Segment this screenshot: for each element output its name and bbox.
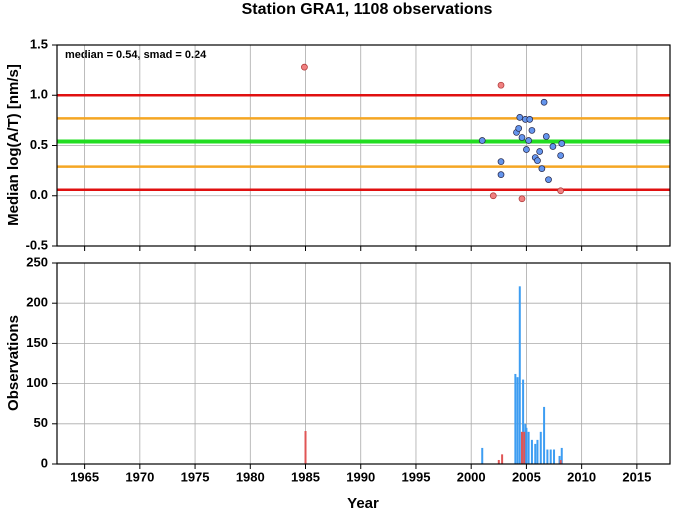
y-tick-label: 150	[26, 335, 48, 350]
y-tick-label: 50	[34, 415, 48, 430]
bar	[520, 431, 523, 464]
x-tick-label: 1990	[346, 469, 375, 484]
y-tick-label: 1.5	[30, 36, 48, 51]
bar	[546, 449, 549, 464]
point	[545, 176, 552, 184]
y-tick-label: 0	[41, 455, 48, 470]
point	[557, 152, 565, 159]
x-tick-label: 2000	[457, 469, 486, 484]
bar	[516, 377, 519, 464]
x-tick-label: 1980	[236, 469, 265, 484]
bar	[527, 431, 530, 464]
x-tick-label: 1985	[291, 469, 320, 484]
point	[525, 137, 532, 144]
x-tick-label: 2015	[622, 469, 651, 484]
chart-title: Station GRA1, 1108 observations	[242, 1, 493, 18]
x-axis-label: Year	[347, 495, 379, 511]
y-tick-label: 0.5	[30, 137, 48, 152]
plot-frame	[56, 262, 671, 465]
bar	[553, 449, 556, 464]
bar	[539, 431, 542, 464]
bar	[523, 431, 526, 464]
y-tick-label: 250	[26, 254, 48, 269]
point	[540, 98, 548, 106]
point	[497, 158, 505, 165]
plot-frame	[56, 44, 671, 247]
x-tick-label: 1970	[125, 469, 154, 484]
bar	[536, 439, 539, 464]
point	[518, 195, 526, 203]
annotation: median = 0.54, smad = 0.24	[65, 49, 207, 61]
bar	[481, 447, 484, 464]
bar	[559, 459, 562, 464]
point	[526, 116, 534, 123]
y-tick-label: -0.5	[26, 237, 48, 252]
point	[536, 148, 544, 155]
point	[301, 63, 308, 71]
bar	[304, 431, 307, 464]
bar	[518, 286, 521, 464]
bar	[525, 427, 528, 464]
bar	[497, 459, 500, 464]
point	[515, 125, 523, 132]
bar	[534, 443, 537, 464]
point	[528, 127, 536, 134]
bar	[560, 447, 563, 464]
y-tick-label: 200	[26, 295, 48, 310]
point	[478, 137, 486, 144]
bar	[522, 379, 525, 464]
x-tick-label: 2010	[567, 469, 596, 484]
bar	[543, 406, 546, 464]
point	[534, 157, 541, 164]
point	[497, 81, 505, 89]
y-axis-label: Median log(A/T) [nm/s]	[5, 64, 22, 226]
bar	[549, 449, 552, 464]
x-tick-label: 1975	[181, 469, 210, 484]
point	[489, 192, 497, 200]
point	[558, 140, 566, 147]
point	[518, 134, 526, 141]
x-tick-label: 1995	[402, 469, 431, 484]
x-tick-label: 1965	[70, 469, 99, 484]
y-tick-label: 1.0	[30, 87, 48, 102]
point	[523, 146, 530, 153]
y-axis-label: Observations	[5, 315, 22, 411]
bar	[514, 373, 517, 464]
y-tick-label: 0.0	[30, 187, 48, 202]
bar	[558, 455, 561, 464]
point	[516, 114, 524, 121]
bar	[501, 454, 504, 464]
bar	[524, 423, 527, 464]
y-tick-label: 100	[26, 375, 48, 390]
point	[557, 187, 565, 195]
bar	[530, 439, 533, 464]
point	[549, 143, 557, 150]
point	[538, 165, 546, 172]
point	[542, 133, 550, 140]
point	[497, 171, 505, 178]
x-tick-label: 2005	[512, 469, 541, 484]
